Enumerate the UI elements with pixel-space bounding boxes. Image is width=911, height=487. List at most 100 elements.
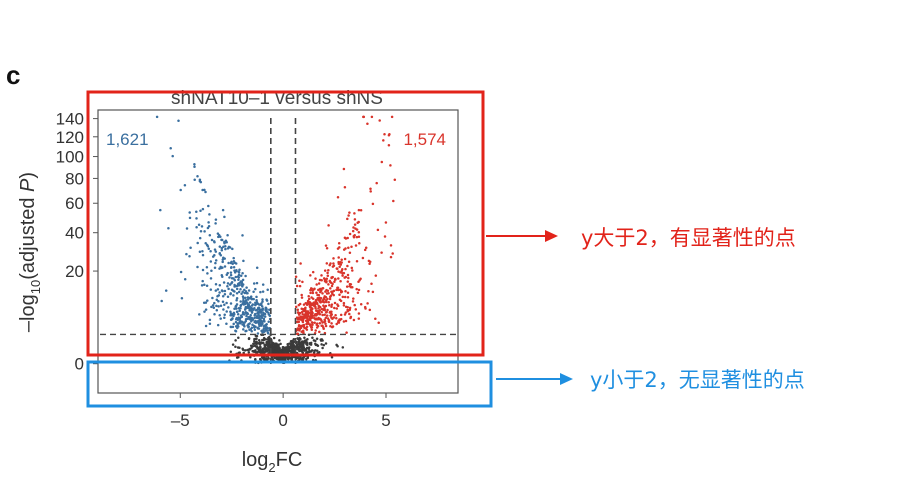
data-point-ns bbox=[284, 346, 287, 350]
data-point-ns bbox=[303, 349, 307, 352]
data-point-up bbox=[390, 115, 394, 119]
data-point-up bbox=[313, 321, 316, 324]
data-point-ns bbox=[234, 345, 237, 348]
data-point-up bbox=[348, 232, 352, 236]
data-point-down bbox=[193, 163, 196, 166]
data-point-up bbox=[357, 280, 360, 283]
x-tick-label: 0 bbox=[278, 411, 287, 430]
data-point-up bbox=[318, 317, 322, 321]
data-point-down bbox=[220, 238, 224, 242]
data-point-up bbox=[333, 280, 336, 284]
data-point-up bbox=[352, 297, 355, 300]
data-point-up bbox=[334, 278, 337, 281]
data-point-ns bbox=[296, 337, 299, 340]
data-point-ns bbox=[314, 343, 318, 347]
data-point-down bbox=[211, 304, 215, 307]
data-point-down bbox=[185, 252, 188, 256]
y-tick-label: 60 bbox=[65, 194, 84, 213]
data-point-up bbox=[324, 316, 328, 319]
data-point-down bbox=[160, 299, 163, 303]
data-point-down bbox=[230, 313, 233, 317]
data-point-down bbox=[254, 303, 257, 306]
data-point-up bbox=[318, 309, 322, 312]
data-point-down bbox=[226, 233, 229, 237]
data-point-up bbox=[344, 267, 347, 271]
data-point-up bbox=[348, 251, 352, 255]
data-point-down bbox=[243, 308, 247, 311]
plot-area: 1,621 1,574 bbox=[97, 109, 459, 394]
data-point-up bbox=[314, 299, 318, 303]
data-point-up bbox=[303, 326, 306, 330]
data-point-down bbox=[220, 246, 224, 250]
data-point-ns bbox=[273, 356, 277, 360]
x-axis-ticks: –5 0 5 bbox=[171, 393, 391, 430]
data-point-down bbox=[242, 259, 245, 263]
data-point-ns bbox=[313, 349, 316, 352]
data-point-up bbox=[337, 288, 340, 292]
data-point-down bbox=[167, 227, 170, 230]
data-point-down bbox=[179, 270, 183, 274]
significant-arrow-head bbox=[545, 230, 558, 242]
data-point-ns bbox=[258, 357, 262, 361]
data-point-up bbox=[346, 310, 349, 313]
data-point-down bbox=[155, 115, 159, 119]
data-point-down bbox=[242, 323, 245, 326]
data-point-ns bbox=[282, 357, 286, 361]
data-point-down bbox=[255, 316, 259, 319]
data-point-down bbox=[198, 250, 202, 254]
data-point-up bbox=[318, 305, 321, 308]
data-point-down bbox=[203, 230, 206, 233]
data-point-down bbox=[232, 259, 236, 263]
data-point-down bbox=[237, 276, 241, 279]
data-point-ns bbox=[310, 349, 314, 352]
data-point-ns bbox=[289, 350, 292, 353]
data-point-up bbox=[369, 187, 372, 190]
data-point-down bbox=[259, 311, 263, 315]
data-point-down bbox=[196, 241, 199, 245]
data-point-ns bbox=[309, 341, 313, 345]
data-point-ns bbox=[278, 350, 282, 354]
data-point-down bbox=[255, 298, 258, 302]
data-point-up bbox=[309, 291, 312, 295]
data-point-up bbox=[355, 235, 359, 239]
data-point-down bbox=[260, 322, 263, 325]
data-point-up bbox=[350, 245, 353, 249]
not-significant-arrow-head bbox=[560, 373, 573, 385]
data-point-down bbox=[218, 252, 221, 255]
data-point-down bbox=[249, 313, 252, 317]
data-point-down bbox=[226, 285, 229, 288]
data-point-up bbox=[333, 306, 336, 310]
data-point-down bbox=[230, 282, 233, 285]
significant-arrow bbox=[486, 230, 558, 242]
data-point-down bbox=[245, 314, 248, 318]
data-point-ns bbox=[234, 339, 237, 342]
data-point-up bbox=[343, 236, 347, 239]
y-label-sub: 10 bbox=[28, 280, 43, 294]
data-point-ns bbox=[256, 351, 259, 354]
data-point-ns bbox=[303, 336, 306, 340]
data-point-up bbox=[391, 252, 394, 255]
data-point-down bbox=[216, 294, 219, 298]
data-point-down bbox=[201, 279, 204, 283]
data-point-up bbox=[346, 273, 350, 277]
data-point-down bbox=[246, 301, 249, 305]
data-point-up bbox=[343, 276, 346, 279]
data-point-ns bbox=[249, 356, 252, 359]
data-point-up bbox=[347, 214, 350, 217]
data-point-up bbox=[308, 323, 312, 326]
data-point-up bbox=[322, 277, 326, 280]
data-point-ns bbox=[322, 343, 326, 347]
data-point-down bbox=[229, 266, 233, 270]
data-point-up bbox=[389, 244, 393, 247]
data-point-down bbox=[256, 321, 259, 324]
data-point-ns bbox=[286, 343, 289, 346]
data-point-down bbox=[183, 183, 187, 187]
data-point-down bbox=[235, 297, 239, 300]
data-point-up bbox=[315, 301, 319, 305]
data-point-up bbox=[300, 318, 303, 322]
data-point-ns bbox=[266, 348, 269, 351]
data-point-down bbox=[224, 247, 227, 251]
data-point-ns bbox=[274, 346, 278, 350]
data-point-ns bbox=[259, 346, 262, 349]
